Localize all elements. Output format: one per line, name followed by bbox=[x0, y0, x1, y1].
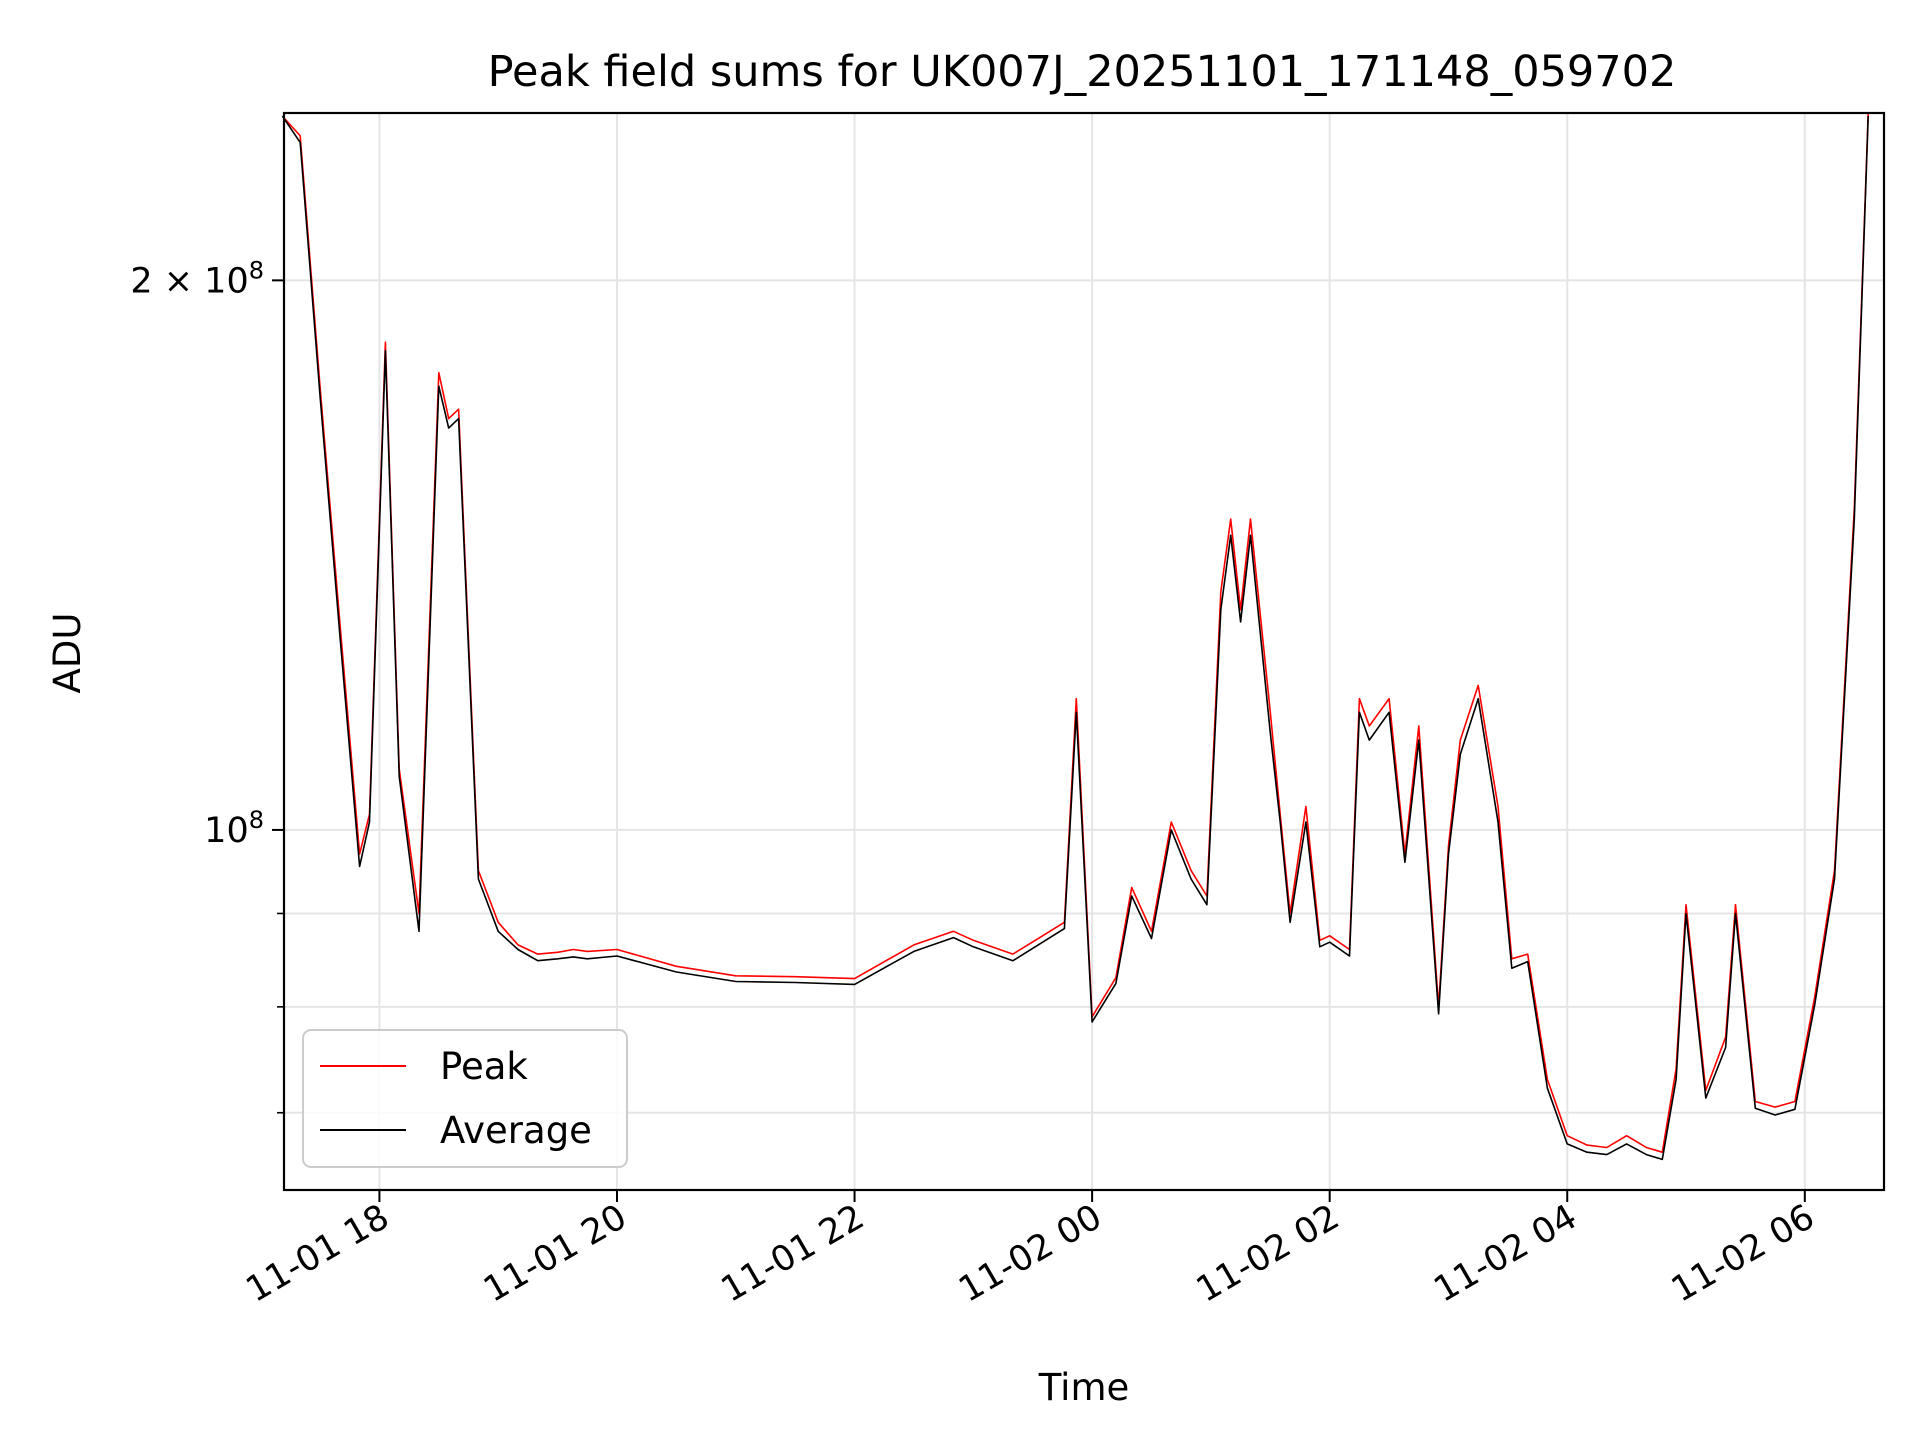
y-axis-ticks: 108 2 × 108 bbox=[130, 256, 284, 1114]
chart-title: Peak field sums for UK007J_20251101_1711… bbox=[488, 47, 1677, 97]
series-line-average bbox=[281, 115, 1869, 1161]
y-axis-label: ADU bbox=[46, 613, 89, 694]
y-tick-label: 108 bbox=[204, 806, 264, 851]
legend-peak-label: Peak bbox=[440, 1045, 528, 1088]
x-axis-label: Time bbox=[1038, 1366, 1130, 1409]
legend-box bbox=[302, 1029, 628, 1168]
grid bbox=[284, 113, 1884, 1190]
legend: Peak Average bbox=[302, 1029, 628, 1168]
y-tick-label: 2 × 108 bbox=[130, 256, 264, 301]
legend-average-label: Average bbox=[440, 1109, 592, 1152]
plot-frame bbox=[282, 111, 1886, 1192]
series-lines bbox=[281, 112, 1869, 1161]
series-line-peak bbox=[281, 112, 1869, 1153]
